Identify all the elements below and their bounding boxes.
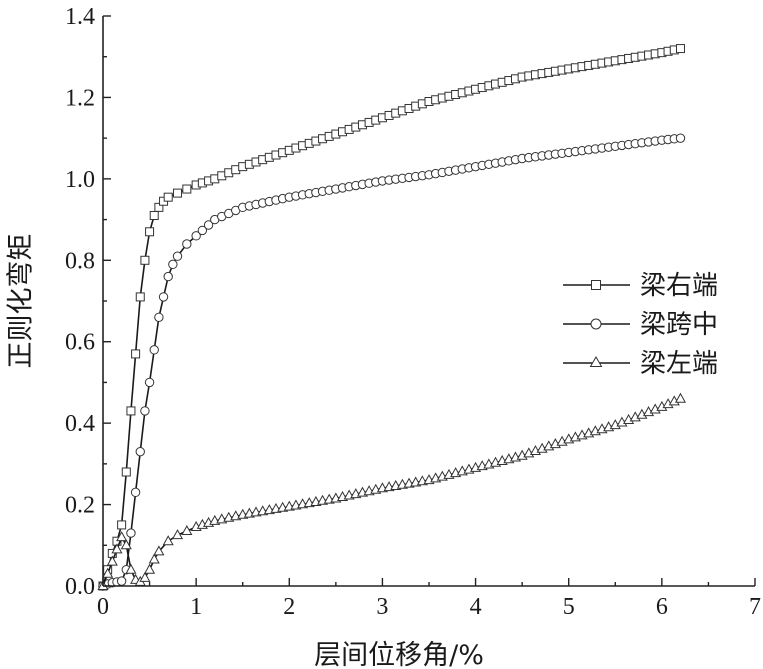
data-point-triangle [120, 539, 132, 550]
x-tick-label: 0 [97, 594, 109, 620]
legend-label-mid-span: 梁跨中 [640, 310, 718, 340]
data-point-triangle [106, 555, 118, 566]
legend-item-left-end: 梁左端 [563, 349, 718, 379]
data-point-triangle [181, 525, 193, 536]
data-point-circle [172, 251, 183, 261]
x-axis-title: 层间位移角/% [314, 640, 484, 669]
data-point-triangle [139, 571, 151, 582]
legend-square-marker-icon [591, 280, 601, 290]
data-point-circle [149, 345, 159, 355]
data-point-circle [191, 231, 201, 241]
legend-item-mid-span: 梁跨中 [563, 310, 718, 340]
data-point-square [140, 255, 150, 265]
data-point-circle [116, 576, 127, 586]
data-point-circle [182, 239, 192, 249]
y-axis-ticks: 0.0 0.2 0.4 0.6 0.8 1.0 1.2 1.4 [65, 4, 111, 600]
data-point-square [163, 192, 173, 202]
data-point-circle [130, 487, 141, 498]
y-tick-label: 1.4 [65, 4, 95, 30]
data-point-circle [158, 292, 169, 302]
y-tick-label: 0.6 [65, 330, 95, 356]
series-line-right-end [102, 47, 681, 587]
y-axis-title: 正则化弯矩 [6, 234, 37, 369]
legend-label-right-end: 梁右端 [640, 271, 718, 301]
y-tick-label: 0.8 [65, 248, 95, 274]
data-point-square [117, 520, 127, 530]
data-point-circle [140, 406, 150, 416]
data-point-square [145, 227, 155, 237]
data-point-circle [675, 133, 686, 143]
x-tick-label: 7 [749, 594, 761, 620]
x-tick-label: 5 [563, 594, 575, 620]
legend-label-left-end: 梁左端 [640, 349, 718, 379]
data-point-circle [154, 312, 164, 322]
x-tick-label: 6 [656, 594, 668, 620]
series-left-end [97, 392, 687, 590]
data-point-square [135, 292, 145, 302]
data-point-circle [203, 220, 214, 230]
data-point-circle [197, 225, 208, 236]
data-point-triangle [153, 545, 165, 556]
data-point-triangle [116, 531, 128, 542]
legend-circle-marker-icon [590, 318, 602, 330]
x-tick-label: 4 [470, 594, 482, 620]
data-point-square [121, 467, 131, 477]
data-point-circle [144, 377, 155, 388]
legend-item-right-end: 梁右端 [563, 271, 718, 301]
x-tick-label: 2 [283, 594, 295, 620]
y-tick-label: 1.2 [65, 85, 95, 111]
y-tick-label: 0.2 [65, 493, 95, 519]
data-point-square [149, 211, 159, 220]
y-tick-label: 1.0 [65, 167, 95, 193]
legend: 梁右端 梁跨中 梁左端 [563, 271, 718, 379]
x-axis-ticks: 0 1 2 3 4 5 6 7 [97, 578, 761, 620]
series-mid-span [98, 133, 686, 591]
data-point-square [131, 349, 141, 359]
y-tick-label: 0.0 [65, 574, 95, 600]
x-tick-label: 3 [376, 594, 388, 620]
series-right-end [98, 44, 685, 591]
data-point-circle [168, 259, 178, 270]
y-tick-label: 0.4 [65, 411, 95, 437]
data-point-triangle [125, 563, 137, 574]
data-point-square [173, 188, 183, 198]
series-line-left-end [102, 397, 681, 587]
legend-triangle-marker-icon [589, 356, 603, 367]
data-point-triangle [162, 535, 174, 546]
data-point-circle [163, 271, 173, 282]
data-point-triangle [111, 543, 123, 554]
data-point-square [675, 44, 685, 54]
data-point-triangle [148, 553, 160, 564]
x-tick-label: 1 [190, 594, 202, 620]
plot-area [97, 44, 687, 591]
data-point-square [126, 406, 136, 416]
data-point-circle [126, 528, 136, 538]
data-point-triangle [674, 392, 687, 403]
data-point-triangle [171, 529, 184, 540]
data-point-square [154, 202, 164, 212]
data-point-circle [135, 446, 145, 457]
data-point-triangle [144, 563, 156, 574]
data-point-square [182, 184, 192, 194]
data-point-triangle [102, 567, 114, 578]
